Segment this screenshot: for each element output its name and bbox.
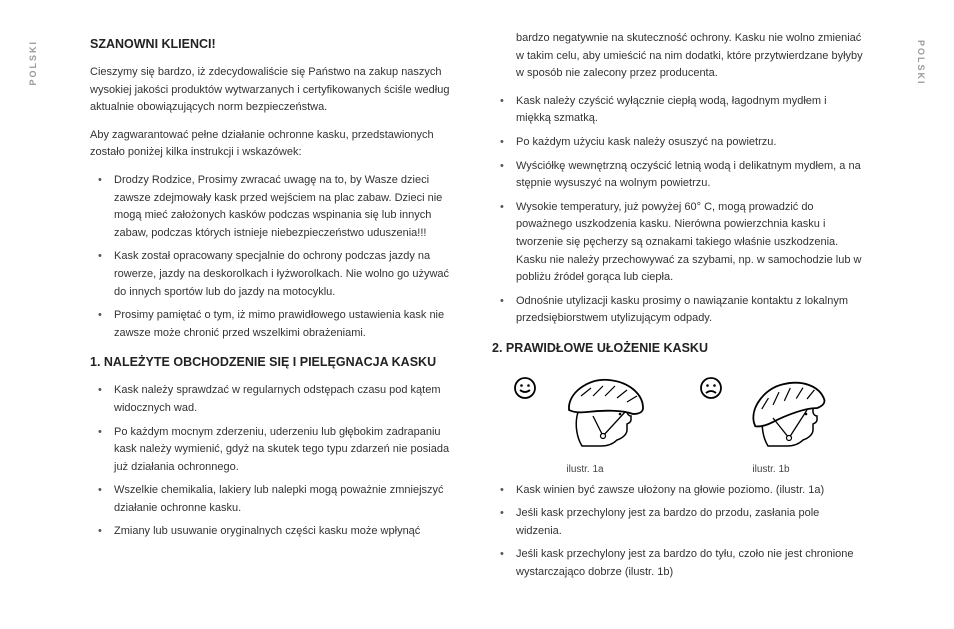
right-column: bardzo negatywnie na skuteczność ochrony…	[477, 30, 914, 609]
list-item: Wysokie temperatury, już powyżej 60° C, …	[492, 199, 864, 287]
care-list: Kask należy sprawdzać w regularnych odst…	[90, 382, 462, 541]
list-item: Zmiany lub usuwanie oryginalnych części …	[90, 523, 462, 541]
list-item: Jeśli kask przechylony jest za bardzo do…	[492, 546, 864, 581]
sad-face-icon	[699, 376, 723, 400]
care-list-cont: Kask należy czyścić wyłącznie ciepłą wod…	[492, 93, 864, 328]
list-item: Kask należy sprawdzać w regularnych odst…	[90, 382, 462, 417]
heading-placement: 2. PRAWIDŁOWE UŁOŻENIE KASKU	[492, 338, 864, 358]
caption-1b: ilustr. 1b	[699, 462, 842, 478]
list-item: Kask winien być zawsze ułożony na głowie…	[492, 482, 864, 500]
list-item: Po każdym użyciu kask należy osuszyć na …	[492, 134, 864, 152]
list-item: Wyściółkę wewnętrzną oczyścić letnią wod…	[492, 158, 864, 193]
page-container: SZANOWNI KLIENCI! Cieszymy się bardzo, i…	[0, 0, 954, 629]
intro-para-2: Aby zagwarantować pełne działanie ochron…	[90, 127, 462, 162]
diagram-incorrect: ilustr. 1b	[699, 368, 842, 478]
list-item: Drodzy Rodzice, Prosimy zwracać uwagę na…	[90, 172, 462, 242]
diagram-correct: ilustr. 1a	[513, 368, 656, 478]
list-item: Wszelkie chemikalia, lakiery lub nalepki…	[90, 482, 462, 517]
intro-list: Drodzy Rodzice, Prosimy zwracać uwagę na…	[90, 172, 462, 342]
list-item: Odnośnie utylizacji kasku prosimy o nawi…	[492, 293, 864, 328]
helmet-correct-icon	[547, 444, 657, 456]
caption-1a: ilustr. 1a	[513, 462, 656, 478]
list-item: Po każdym mocnym zderzeniu, uderzeniu lu…	[90, 424, 462, 477]
helmet-incorrect-icon	[733, 444, 843, 456]
diagram-row: ilustr. 1a	[492, 368, 864, 478]
lang-label-left: POLSKI	[28, 40, 38, 86]
list-item: Kask został opracowany specjalnie do och…	[90, 248, 462, 301]
list-item: Prosimy pamiętać o tym, iż mimo prawidło…	[90, 307, 462, 342]
list-item: Jeśli kask przechylony jest za bardzo do…	[492, 505, 864, 540]
heading-care: 1. NALEŻYTE OBCHODZENIE SIĘ I PIELĘGNACJ…	[90, 352, 462, 372]
lang-label-right: POLSKI	[916, 40, 926, 86]
continuation-para: bardzo negatywnie na skuteczność ochrony…	[492, 30, 864, 83]
intro-para-1: Cieszymy się bardzo, iż zdecydowaliście …	[90, 64, 462, 117]
left-column: SZANOWNI KLIENCI! Cieszymy się bardzo, i…	[40, 30, 477, 609]
placement-list: Kask winien być zawsze ułożony na głowie…	[492, 482, 864, 582]
heading-customers: SZANOWNI KLIENCI!	[90, 34, 462, 54]
happy-face-icon	[513, 376, 537, 400]
list-item: Kask należy czyścić wyłącznie ciepłą wod…	[492, 93, 864, 128]
